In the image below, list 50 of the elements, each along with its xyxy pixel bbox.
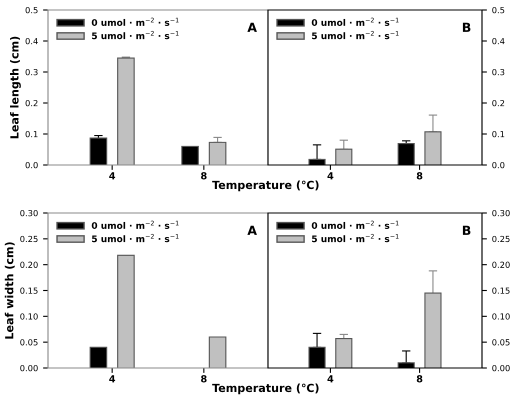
- y-tick-label: 0.15: [20, 287, 38, 294]
- y-tick-label: 0.0: [26, 162, 38, 168]
- y2-tick-label: 0.15: [492, 287, 510, 294]
- y-tick-label: 0.20: [20, 262, 38, 268]
- legend-label: 0 umol · m$^{−2}$ · s$^{−1}$: [312, 18, 399, 26]
- y-tick-label: 0.3: [26, 68, 38, 76]
- y2-tick-label: 0.00: [492, 364, 510, 372]
- y2-tick-label: 0.10: [492, 313, 510, 320]
- y2-tick-label: 0.05: [492, 339, 510, 346]
- y-tick-label: 0.30: [20, 210, 38, 216]
- x-tick-label: 8: [416, 172, 422, 180]
- y-tick-label: 0.00: [20, 364, 38, 372]
- x-tick-label: 8: [416, 375, 422, 382]
- x-tick-label: 4: [327, 172, 334, 180]
- y2-tick-label: 0.3: [492, 68, 504, 76]
- legend-label: 0 umol · m$^{−2}$ · s$^{−1}$: [312, 220, 399, 229]
- annotation: A: [247, 22, 257, 32]
- legend-label: 0 umol · m$^{−2}$ · s$^{−1}$: [92, 18, 179, 26]
- annotation: B: [462, 226, 470, 235]
- x-axis-title: Temperature (℃): [212, 180, 319, 192]
- y-tick-label: 0.2: [26, 100, 38, 106]
- y2-tick-label: 0.2: [492, 100, 504, 106]
- x-tick-label: 4: [327, 375, 334, 382]
- annotation: B: [462, 22, 470, 32]
- legend-label: 5 umol · m$^{−2}$ · s$^{−1}$: [92, 30, 179, 40]
- x-tick-label: 4: [109, 375, 116, 382]
- y-tick-label: 0.25: [20, 236, 38, 242]
- x-tick-label: 8: [201, 172, 207, 180]
- x-tick-label: 4: [109, 172, 116, 180]
- y-tick-label: 0.1: [26, 130, 38, 138]
- y2-tick-label: 0.30: [492, 210, 510, 216]
- legend-label: 5 umol · m$^{−2}$ · s$^{−1}$: [312, 234, 399, 242]
- annotation: A: [247, 226, 257, 235]
- y2-tick-label: 0.0: [492, 162, 504, 168]
- y2-tick-label: 0.4: [492, 38, 505, 44]
- y2-tick-label: 0.25: [492, 236, 510, 242]
- y2-tick-label: 0.1: [492, 130, 504, 138]
- y-tick-label: 0.4: [26, 38, 38, 44]
- y-axis-title: Leaf length (cm): [10, 36, 21, 138]
- x-tick-label: 8: [201, 375, 207, 382]
- y-axis-title: Leaf width (cm): [4, 242, 15, 339]
- legend-label: 5 umol · m$^{−2}$ · s$^{−1}$: [92, 234, 179, 242]
- y2-tick-label: 0.5: [492, 6, 504, 14]
- legend-label: 0 umol · m$^{−2}$ · s$^{−1}$: [92, 220, 179, 229]
- x-axis-title: Temperature (℃): [212, 384, 319, 394]
- y-tick-label: 0.10: [20, 313, 38, 320]
- y-tick-label: 0.05: [20, 339, 38, 346]
- y2-tick-label: 0.20: [492, 262, 510, 268]
- legend-label: 5 umol · m$^{−2}$ · s$^{−1}$: [312, 30, 399, 40]
- y-tick-label: 0.5: [26, 6, 38, 14]
